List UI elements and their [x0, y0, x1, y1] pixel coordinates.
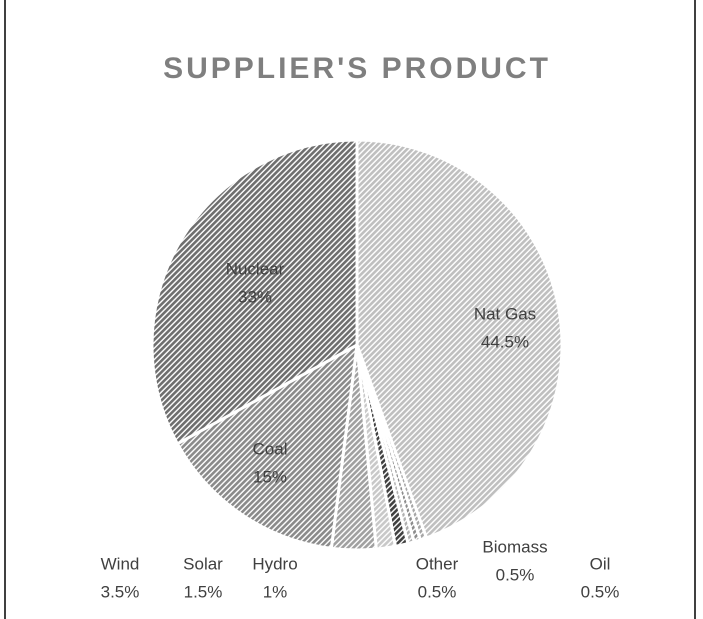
slice-label: Coal: [253, 439, 288, 458]
slice-value-label: 15%: [253, 467, 287, 486]
slice-value-label: 0.5%: [496, 565, 535, 584]
slice-label: Solar: [183, 554, 223, 573]
slice-value-label: 3.5%: [101, 582, 140, 601]
slice-label: Hydro: [252, 554, 297, 573]
slice-label: Biomass: [482, 537, 547, 556]
pie-slice: [355, 138, 564, 540]
slice-label: Oil: [590, 554, 611, 573]
slice-value-label: 44.5%: [481, 332, 529, 351]
slice-label: Wind: [101, 554, 140, 573]
slice-label: Other: [416, 554, 459, 573]
chart-title: SUPPLIER'S PRODUCT: [163, 52, 551, 85]
slice-value-label: 1.5%: [184, 582, 223, 601]
chart-frame: [4, 0, 696, 619]
slice-label: Nat Gas: [474, 304, 536, 323]
pie-slice: [150, 138, 359, 446]
slice-value-label: 33%: [238, 287, 272, 306]
pie-slice: [175, 342, 359, 551]
slice-value-label: 1%: [263, 582, 288, 601]
slice-label: Nuclear: [226, 259, 285, 278]
slice-value-label: 0.5%: [418, 582, 457, 601]
slice-value-label: 0.5%: [581, 582, 620, 601]
